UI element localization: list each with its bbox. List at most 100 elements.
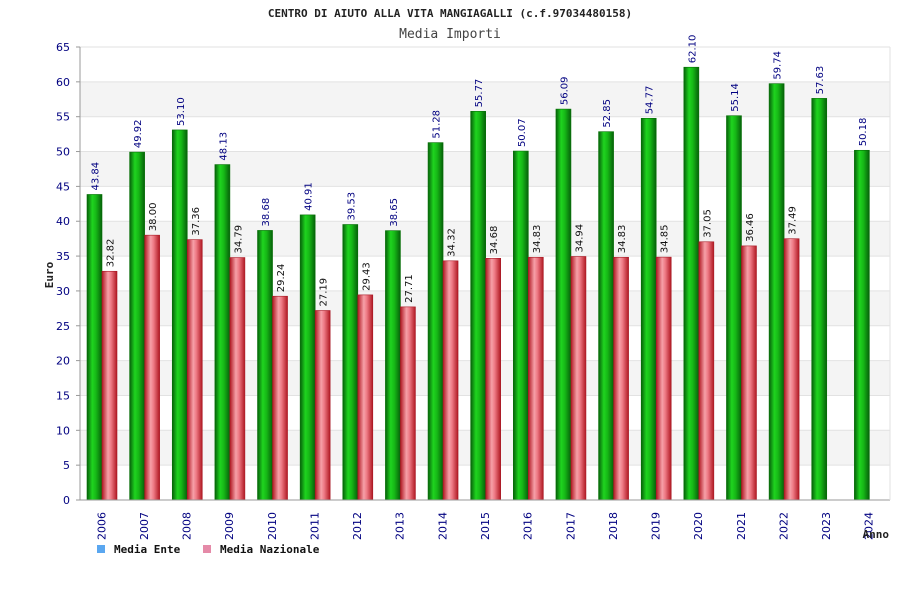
- bar-media-nazionale-2013: [400, 306, 416, 501]
- value-label-media-ente-2006: 43.84: [91, 162, 102, 191]
- bar-media-nazionale-2016: [528, 256, 544, 501]
- bar-media-ente-2009: [214, 164, 231, 501]
- bar-media-ente-2010: [257, 230, 273, 501]
- bar-media-ente-2017: [555, 108, 572, 501]
- value-label-media-nazionale-2014: 34.32: [447, 228, 458, 257]
- value-labels: 43.84 32.82 49.92 38.00 53.10 37.36 48.13 34.79…: [91, 35, 869, 307]
- bar-media-ente-2022: [768, 83, 785, 501]
- value-label-media-ente-2024: 50.18: [858, 118, 869, 147]
- x-tick-label-2017: 2017: [564, 512, 577, 540]
- value-label-media-nazionale-2010: 29.24: [276, 264, 287, 293]
- value-label-media-ente-2011: 40.91: [304, 182, 315, 211]
- y-tick-label: 0: [63, 494, 70, 507]
- chart-subtitle: Media Importi: [399, 27, 501, 42]
- x-tick-labels: 2006 2007 2008 2009 2010 2011 2012 2013 2014 2015…: [95, 512, 875, 540]
- bar-media-nazionale-2009: [229, 257, 246, 501]
- y-tick-label: 30: [56, 285, 70, 298]
- bar-media-ente-2023: [811, 98, 828, 501]
- value-label-media-ente-2013: 38.65: [389, 198, 400, 227]
- bar-media-ente-2008: [171, 129, 188, 501]
- legend-label-media-ente: Media Ente: [114, 543, 181, 556]
- legend: Media Ente Media Nazionale: [97, 543, 320, 556]
- y-axis-label: Euro: [43, 261, 56, 288]
- value-label-media-nazionale-2012: 29.43: [361, 262, 372, 291]
- value-label-media-ente-2009: 48.13: [218, 132, 229, 161]
- value-label-media-nazionale-2013: 27.71: [404, 274, 415, 303]
- bar-media-nazionale-2010: [272, 295, 288, 501]
- value-label-media-nazionale-2019: 34.85: [660, 224, 671, 253]
- grid-band: [80, 81, 890, 117]
- value-label-media-ente-2021: 55.14: [730, 83, 741, 112]
- value-label-media-nazionale-2007: 38.00: [148, 203, 159, 232]
- y-tick-label: 60: [56, 76, 70, 89]
- x-tick-label-2020: 2020: [692, 512, 705, 540]
- bar-media-ente-2021: [726, 115, 742, 501]
- value-label-media-ente-2014: 51.28: [432, 110, 443, 139]
- x-tick-label-2013: 2013: [394, 512, 407, 540]
- value-label-media-nazionale-2022: 37.49: [788, 206, 799, 235]
- value-label-media-nazionale-2009: 34.79: [233, 225, 244, 254]
- legend-swatch-media-ente: [97, 545, 105, 553]
- x-tick-label-2011: 2011: [308, 512, 321, 540]
- x-axis-label: Anno: [863, 528, 890, 541]
- x-tick-label-2006: 2006: [95, 512, 108, 540]
- value-label-media-nazionale-2011: 27.19: [319, 278, 330, 307]
- axes: [76, 46, 891, 501]
- bar-media-nazionale-2021: [741, 245, 757, 501]
- value-label-media-nazionale-2018: 34.83: [617, 225, 628, 254]
- value-label-media-nazionale-2016: 34.83: [532, 225, 543, 254]
- value-label-media-ente-2017: 56.09: [559, 76, 570, 105]
- bar-media-nazionale-2008: [186, 239, 203, 501]
- legend-label-media-nazionale: Media Nazionale: [220, 543, 320, 556]
- value-label-media-ente-2023: 57.63: [815, 66, 826, 95]
- bar-media-nazionale-2015: [485, 258, 501, 501]
- bar-media-ente-2007: [129, 151, 145, 501]
- value-label-media-nazionale-2006: 32.82: [106, 239, 117, 268]
- bars: [86, 66, 870, 501]
- bar-media-ente-2011: [299, 214, 316, 501]
- bar-media-nazionale-2012: [357, 294, 374, 501]
- bar-media-ente-2013: [385, 230, 401, 501]
- value-label-media-ente-2015: 55.77: [474, 79, 485, 108]
- chart-title: CENTRO DI AIUTO ALLA VITA MANGIAGALLI (c…: [268, 7, 632, 20]
- bar-media-ente-2015: [470, 111, 486, 501]
- legend-swatch-media-nazionale: [203, 545, 211, 553]
- value-label-media-ente-2018: 52.85: [602, 99, 613, 128]
- x-tick-label-2010: 2010: [266, 512, 279, 540]
- y-tick-label: 15: [56, 389, 70, 402]
- value-label-media-ente-2012: 39.53: [346, 192, 357, 221]
- bar-media-nazionale-2019: [655, 256, 672, 501]
- x-tick-label-2019: 2019: [650, 512, 663, 540]
- y-tick-labels: 0 5 10 15 20 25 30 35 40 45 50 55 60 65: [56, 41, 70, 507]
- value-label-media-ente-2010: 38.68: [261, 198, 272, 227]
- bar-media-ente-2019: [640, 117, 657, 501]
- bar-media-ente-2014: [427, 142, 444, 501]
- x-tick-label-2018: 2018: [607, 512, 620, 540]
- y-tick-label: 50: [56, 146, 70, 159]
- y-tick-label: 5: [63, 459, 70, 472]
- value-label-media-ente-2019: 54.77: [645, 86, 656, 115]
- y-tick-label: 65: [56, 41, 70, 54]
- bar-media-ente-2006: [86, 194, 103, 501]
- value-label-media-ente-2016: 50.07: [517, 118, 528, 147]
- value-label-media-ente-2008: 53.10: [176, 97, 187, 126]
- x-tick-label-2014: 2014: [436, 512, 449, 540]
- value-label-media-nazionale-2015: 34.68: [489, 226, 500, 255]
- bar-media-nazionale-2022: [783, 238, 800, 501]
- y-tick-label: 20: [56, 355, 70, 368]
- x-tick-label-2009: 2009: [223, 512, 236, 540]
- x-tick-label-2022: 2022: [777, 512, 790, 540]
- bar-media-nazionale-2006: [101, 270, 118, 501]
- bar-media-nazionale-2007: [144, 234, 160, 501]
- bar-media-nazionale-2011: [314, 310, 331, 501]
- y-tick-label: 55: [56, 111, 70, 124]
- x-tick-label-2007: 2007: [138, 512, 151, 540]
- bar-media-nazionale-2017: [570, 256, 587, 501]
- x-tick-label-2008: 2008: [181, 512, 194, 540]
- value-label-media-nazionale-2017: 34.94: [574, 224, 585, 253]
- value-label-media-nazionale-2021: 36.46: [745, 213, 756, 242]
- bar-media-ente-2012: [342, 224, 359, 501]
- x-tick-label-2012: 2012: [351, 512, 364, 540]
- x-tick-label-2016: 2016: [522, 512, 535, 540]
